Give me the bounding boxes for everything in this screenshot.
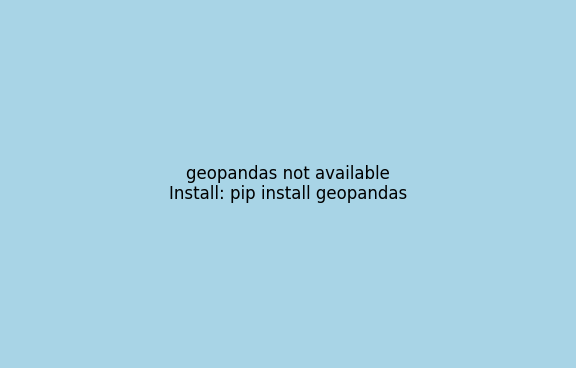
- Text: geopandas not available
Install: pip install geopandas: geopandas not available Install: pip ins…: [169, 164, 407, 204]
